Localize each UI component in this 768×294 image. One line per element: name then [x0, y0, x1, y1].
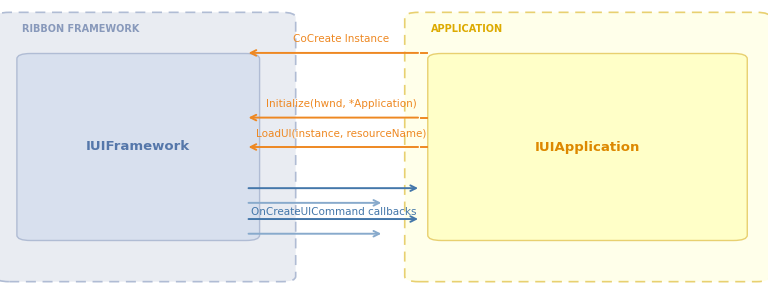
FancyBboxPatch shape [0, 12, 296, 282]
Text: Initialize(hwnd, *Application): Initialize(hwnd, *Application) [266, 99, 416, 109]
Text: IUIApplication: IUIApplication [535, 141, 641, 153]
Text: CoCreate Instance: CoCreate Instance [293, 34, 389, 44]
Text: IUIFramework: IUIFramework [86, 141, 190, 153]
FancyBboxPatch shape [428, 54, 747, 240]
Text: APPLICATION: APPLICATION [431, 24, 503, 34]
FancyBboxPatch shape [17, 54, 260, 240]
Text: OnCreateUICommand callbacks: OnCreateUICommand callbacks [251, 207, 417, 217]
Text: RIBBON FRAMEWORK: RIBBON FRAMEWORK [22, 24, 139, 34]
FancyBboxPatch shape [405, 12, 768, 282]
Text: LoadUI(instance, resourceName): LoadUI(instance, resourceName) [256, 128, 426, 138]
